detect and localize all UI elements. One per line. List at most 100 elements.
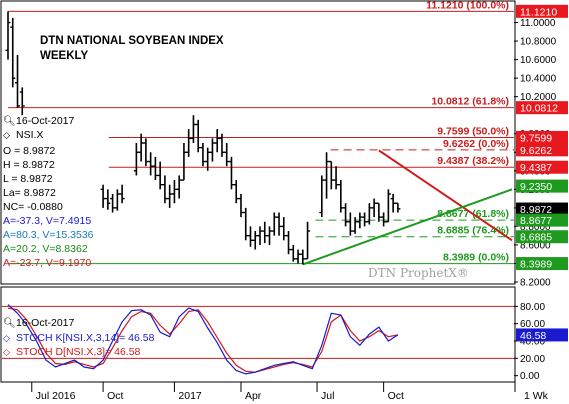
price-badge: 8.3989 [516, 257, 568, 271]
fib-level-label: 11.1210 (100.0%) [426, 0, 509, 11]
price-bar [181, 143, 187, 181]
price-badge: 8.9872 [516, 202, 568, 216]
x-period-label: 1 Wk [524, 390, 549, 402]
price-bar [15, 54, 21, 108]
svg-text:9.2350: 9.2350 [520, 181, 552, 193]
svg-text:8.8677: 8.8677 [520, 215, 552, 227]
fib-level-label: 8.6885 (76.4%) [437, 225, 509, 237]
price-bar [219, 133, 225, 157]
stoch-d-line [7, 307, 399, 373]
info-line: A=-37.3, V=7.4915 [3, 215, 91, 227]
stochastic-legend: 🔍︎ 16-Oct-2017 ◇ STOCH K[NSI.X,3,14]= 46… [3, 317, 155, 358]
price-bar [176, 175, 182, 199]
price-tick-label: 8.8000 [520, 222, 551, 233]
stoch-k-diamond-icon: ◇ [3, 333, 10, 343]
price-bar [19, 87, 25, 116]
x-tick-label: Jul [321, 390, 334, 402]
magnifier-icon: 🔍︎ [3, 115, 16, 127]
price-bar [381, 212, 387, 227]
price-bar [271, 212, 277, 236]
info-line: O = 8.9872 [3, 145, 55, 157]
fib-level-label: 9.4387 (38.2%) [437, 155, 509, 167]
trend-lines [302, 149, 513, 266]
stoch-tick-label: 0.00 [520, 371, 540, 382]
price-bar [209, 138, 215, 162]
svg-text:9.4387: 9.4387 [520, 162, 552, 174]
fib-level-label: 10.0812 (61.8%) [431, 96, 509, 108]
info-symbol: NSI.X [16, 129, 43, 141]
price-bar [205, 147, 211, 171]
price-badge: 9.6262 [516, 143, 568, 157]
price-bar [190, 115, 196, 143]
info-line: A=80.3, V=15.3536 [3, 229, 94, 241]
price-bar [152, 156, 158, 181]
trend-line [302, 188, 513, 266]
price-badge: 9.7599 [516, 130, 568, 144]
price-bar [252, 231, 258, 250]
info-line: La= 8.9872 [3, 187, 56, 199]
stoch-k-line [7, 304, 399, 375]
price-tick-label: 11.0000 [520, 18, 556, 29]
price-bar [357, 212, 363, 229]
price-tick-label: 8.2000 [520, 278, 551, 289]
price-bar [290, 244, 296, 262]
price-badge: 9.4387 [516, 160, 568, 174]
price-bar [162, 175, 168, 204]
stoch-tick-label: 20.00 [520, 354, 545, 365]
stoch-d-diamond-icon: ◇ [3, 347, 10, 357]
svg-text:11.1210: 11.1210 [520, 6, 557, 18]
svg-text:8.3989: 8.3989 [520, 259, 552, 271]
price-bar [257, 226, 263, 245]
price-bar [371, 198, 377, 218]
price-bar [238, 193, 244, 218]
diamond-icon: ◇ [3, 130, 10, 140]
x-tick-label: Oct [107, 390, 123, 402]
price-bar [319, 175, 325, 218]
price-badge: 9.2350 [516, 179, 568, 193]
svg-text:10.0812: 10.0812 [520, 103, 558, 115]
price-bar [186, 129, 192, 157]
price-bar [233, 180, 239, 204]
price-bar [200, 143, 206, 167]
stochastic-axis: 80.00 60.00 40.00 20.00 0.00 46.58 [514, 302, 568, 382]
price-bar [148, 152, 154, 176]
price-bar [224, 143, 230, 167]
stoch-magnifier-icon: 🔍︎ [3, 317, 16, 329]
info-line: A=20.2, V=8.8362 [3, 243, 88, 255]
price-bar [214, 129, 220, 153]
info-line: L = 8.9872 [3, 173, 53, 185]
x-axis: Jul 2016 Oct 2017 Apr Jul Oct 1 Wk [31, 382, 549, 402]
x-tick-label: Oct [388, 390, 404, 402]
price-bar [138, 133, 144, 162]
price-bar [195, 119, 201, 153]
info-panel: 🔍︎ 16-Oct-2017 ◇ NSI.X O = 8.9872 H = 8.9… [3, 115, 94, 269]
price-bar [133, 143, 139, 176]
price-bar [5, 11, 11, 60]
price-bar [228, 156, 234, 190]
chart-subtitle: WEEKLY [40, 50, 88, 62]
price-bar [10, 17, 16, 88]
price-bar [119, 184, 125, 204]
stoch-tick-label: 60.00 [520, 319, 545, 330]
watermark: DTN ProphetX® [368, 266, 469, 280]
stoch-d-label: STOCH D[NSI.X,3]= 46.58 [16, 346, 141, 358]
price-bar [171, 180, 177, 204]
price-badge: 10.0812 [516, 101, 568, 115]
info-line: H = 8.9872 [3, 159, 55, 171]
fib-level-label: 8.3989 (0.0%) [443, 252, 509, 264]
price-bar [324, 152, 330, 199]
svg-text:9.7599: 9.7599 [520, 132, 552, 144]
price-bar [143, 138, 149, 167]
price-bar [114, 189, 120, 211]
price-bar [352, 217, 358, 234]
price-bar [385, 189, 391, 223]
fib-level-label: 9.7599 (50.0%) [437, 125, 509, 137]
price-panel-frame [0, 0, 516, 285]
price-bar [305, 221, 311, 260]
price-bar [333, 166, 339, 190]
price-tick-label: 10.8000 [520, 37, 557, 48]
price-bar [262, 221, 268, 244]
price-bar [100, 184, 106, 208]
price-bar [295, 249, 301, 264]
